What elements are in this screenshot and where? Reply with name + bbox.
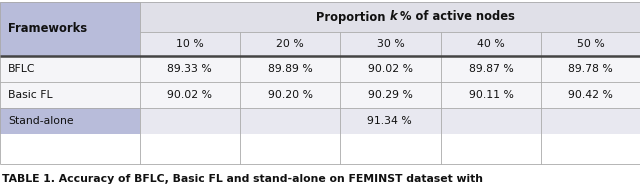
- Text: 40 %: 40 %: [477, 39, 505, 49]
- Bar: [541, 82, 640, 108]
- Text: 90.20 %: 90.20 %: [268, 90, 313, 100]
- Bar: [340, 82, 441, 108]
- Bar: [240, 82, 340, 108]
- Bar: [140, 2, 640, 32]
- Bar: [140, 108, 640, 134]
- Bar: [0, 56, 140, 82]
- Text: 90.29 %: 90.29 %: [368, 90, 413, 100]
- Text: 89.87 %: 89.87 %: [469, 64, 513, 74]
- Text: TABLE 1. Accuracy of BFLC, Basic FL and stand-alone on FEMINST dataset with: TABLE 1. Accuracy of BFLC, Basic FL and …: [2, 174, 483, 184]
- Bar: [0, 2, 140, 56]
- Text: % of active nodes: % of active nodes: [396, 10, 515, 23]
- Text: 30 %: 30 %: [377, 39, 404, 49]
- Text: 90.42 %: 90.42 %: [568, 90, 613, 100]
- Text: 91.34 %: 91.34 %: [367, 116, 412, 126]
- Bar: [441, 82, 541, 108]
- Text: 89.89 %: 89.89 %: [268, 64, 312, 74]
- Text: 90.02 %: 90.02 %: [368, 64, 413, 74]
- Bar: [0, 108, 140, 134]
- Text: Stand-alone: Stand-alone: [8, 116, 74, 126]
- Bar: [0, 82, 140, 108]
- Text: Frameworks: Frameworks: [8, 23, 87, 36]
- Text: 89.33 %: 89.33 %: [168, 64, 212, 74]
- Text: 89.78 %: 89.78 %: [568, 64, 613, 74]
- Bar: [140, 32, 240, 56]
- Bar: [240, 56, 340, 82]
- Bar: [340, 56, 441, 82]
- Text: Basic FL: Basic FL: [8, 90, 52, 100]
- Bar: [441, 56, 541, 82]
- Text: Proportion: Proportion: [316, 10, 390, 23]
- Bar: [140, 56, 240, 82]
- Bar: [541, 32, 640, 56]
- Text: BFLC: BFLC: [8, 64, 35, 74]
- Bar: [240, 32, 340, 56]
- Text: 10 %: 10 %: [176, 39, 204, 49]
- Bar: [140, 82, 240, 108]
- Bar: [340, 32, 441, 56]
- Text: 20 %: 20 %: [276, 39, 304, 49]
- Bar: [541, 56, 640, 82]
- Bar: [441, 32, 541, 56]
- Text: 50 %: 50 %: [577, 39, 605, 49]
- Text: 90.02 %: 90.02 %: [167, 90, 212, 100]
- Text: k: k: [390, 10, 397, 23]
- Text: 90.11 %: 90.11 %: [468, 90, 514, 100]
